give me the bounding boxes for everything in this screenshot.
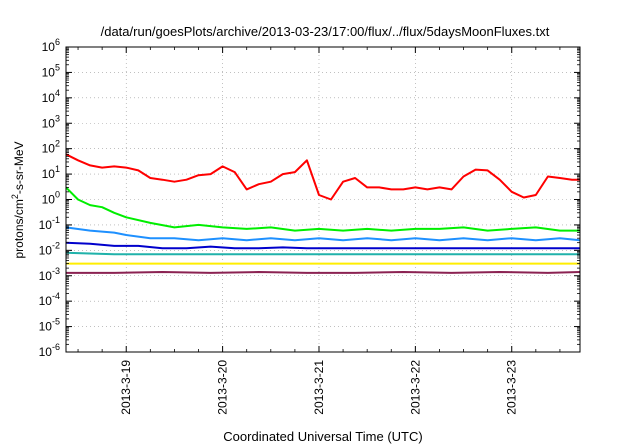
series-line-7	[66, 271, 581, 274]
y-tick-label: 105	[42, 62, 60, 79]
grid	[66, 46, 580, 353]
y-tick-label: 100	[42, 190, 60, 207]
x-tick-label: 2013-3-20	[216, 360, 230, 415]
x-axis: 2013-3-19 2013-3-20 2013-3-21 2013-3-22 2013…	[77, 47, 561, 415]
y-axis-label: protons/cm2-s-sr-MeV	[10, 141, 26, 258]
y-tick-label: 10-3	[39, 266, 60, 283]
series-line-2	[65, 186, 580, 232]
y-tick-label: 10-1	[39, 215, 60, 232]
series-line-3	[65, 226, 581, 242]
y-tick-label: 101	[42, 164, 60, 181]
series-group	[65, 153, 581, 274]
y-tick-label: 10-2	[39, 240, 60, 257]
y-tick-label: 103	[42, 113, 60, 130]
y-tick-label: 10-4	[39, 291, 60, 308]
y-axis: 10-6 10-5 10-4 10-3 10-2 10-1 100 101 102 103 104 1…	[39, 37, 580, 359]
x-tick-label: 2013-3-19	[119, 360, 133, 415]
series-line-1	[65, 153, 580, 201]
x-tick-label: 2013-3-22	[408, 360, 422, 415]
y-tick-label: 10-6	[39, 342, 60, 359]
x-tick-label: 2013-3-21	[312, 360, 326, 415]
y-tick-label: 106	[42, 37, 60, 54]
x-axis-label: Coordinated Universal Time (UTC)	[223, 429, 422, 444]
x-tick-label: 2013-3-23	[505, 360, 519, 415]
y-tick-label: 102	[42, 139, 60, 156]
y-tick-label: 10-5	[39, 317, 60, 334]
chart-title: /data/run/goesPlots/archive/2013-03-23/1…	[101, 24, 550, 39]
y-tick-label: 104	[42, 88, 60, 105]
series-line-5	[65, 251, 580, 256]
series-line-4	[65, 241, 580, 250]
